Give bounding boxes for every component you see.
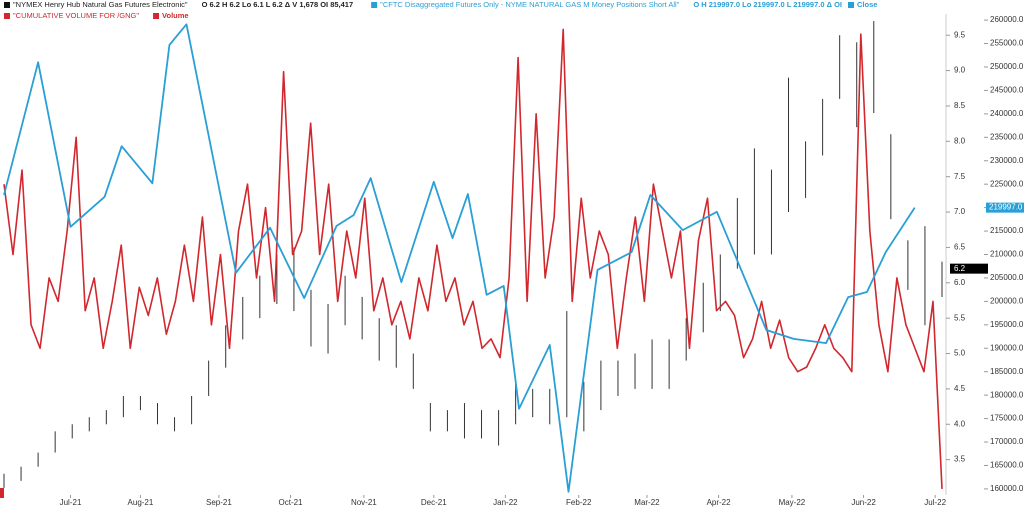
y2-tick-label: 260000.0 [990,15,1024,24]
y2-tick-label: 200000.0 [990,296,1024,305]
legend-extra: Volume [162,11,189,20]
legend-stats: O 6.2 H 6.2 Lo 6.1 L 6.2 Δ V 1,678 OI 85… [202,0,354,9]
x-tick-label: Sep-21 [206,498,232,507]
y-tick-label: 3.5 [954,455,966,464]
y-tick-label: 4.5 [954,384,966,393]
legend-extra: Close [857,0,877,9]
y2-tick-label: 250000.0 [990,62,1024,71]
y2-tick-label: 245000.0 [990,86,1024,95]
y-tick-label: 5.5 [954,313,966,322]
y2-tick-label: 165000.0 [990,461,1024,470]
y-tick-label: 9.5 [954,30,966,39]
legend-stats: O H 219997.0 Lo 219997.0 L 219997.0 Δ OI [693,0,842,9]
x-tick-label: Apr-22 [707,498,732,507]
y2-tick-label: 170000.0 [990,437,1024,446]
x-tick-label: Jan-22 [493,498,518,507]
y2-tick-label: 185000.0 [990,367,1024,376]
y2-tick-label: 180000.0 [990,390,1024,399]
y-tick-label: 6.5 [954,243,966,252]
y2-tick-label: 230000.0 [990,156,1024,165]
x-tick-label: Aug-21 [128,498,154,507]
y-tick-label: 8.5 [954,101,966,110]
legend-name: "CFTC Disaggregated Futures Only - NYME … [380,0,680,9]
legend-swatch [4,2,10,8]
legend-swatch [848,2,855,8]
legend-name: "NYMEX Henry Hub Natural Gas Futures Ele… [13,0,188,9]
x-tick-label: May-22 [779,498,806,507]
x-tick-label: Feb-22 [566,498,592,507]
y2-tick-label: 255000.0 [990,39,1024,48]
y2-tick-label: 160000.0 [990,484,1024,493]
volume-line [3,28,943,489]
legend-name: "CUMULATIVE VOLUME FOR /GNG" [13,11,139,20]
y-tick-label: 7.5 [954,172,966,181]
legend-swatch [4,13,10,19]
last-badge-label: 6.2 [954,264,966,273]
x-tick-label: Jul-21 [60,498,82,507]
last-badge-label: 219997.0 [989,203,1023,212]
x-tick-label: Dec-21 [421,498,447,507]
volume-marker [0,488,4,498]
y2-tick-label: 235000.0 [990,132,1024,141]
y-tick-label: 6.0 [954,278,966,287]
y-tick-label: 9.0 [954,66,966,75]
x-tick-label: Jun-22 [851,498,876,507]
y2-tick-label: 195000.0 [990,320,1024,329]
y2-tick-label: 210000.0 [990,250,1024,259]
y-tick-label: 5.0 [954,349,966,358]
x-tick-label: Jul-22 [924,498,946,507]
x-tick-label: Mar-22 [634,498,660,507]
last-badge [986,202,1024,213]
y-tick-label: 4.0 [954,419,966,428]
y2-tick-label: 205000.0 [990,273,1024,282]
last-badge [950,263,988,274]
y2-tick-label: 240000.0 [990,109,1024,118]
y-tick-label: 7.0 [954,207,966,216]
y2-tick-label: 175000.0 [990,414,1024,423]
legend-swatch [371,2,378,8]
x-tick-label: Nov-21 [351,498,377,507]
legend-swatch [153,13,160,19]
y2-tick-label: 225000.0 [990,179,1024,188]
y2-tick-label: 215000.0 [990,226,1024,235]
y2-tick-label: 190000.0 [990,343,1024,352]
y-tick-label: 8.0 [954,136,966,145]
x-tick-label: Oct-21 [279,498,304,507]
cftc-line [3,23,916,493]
